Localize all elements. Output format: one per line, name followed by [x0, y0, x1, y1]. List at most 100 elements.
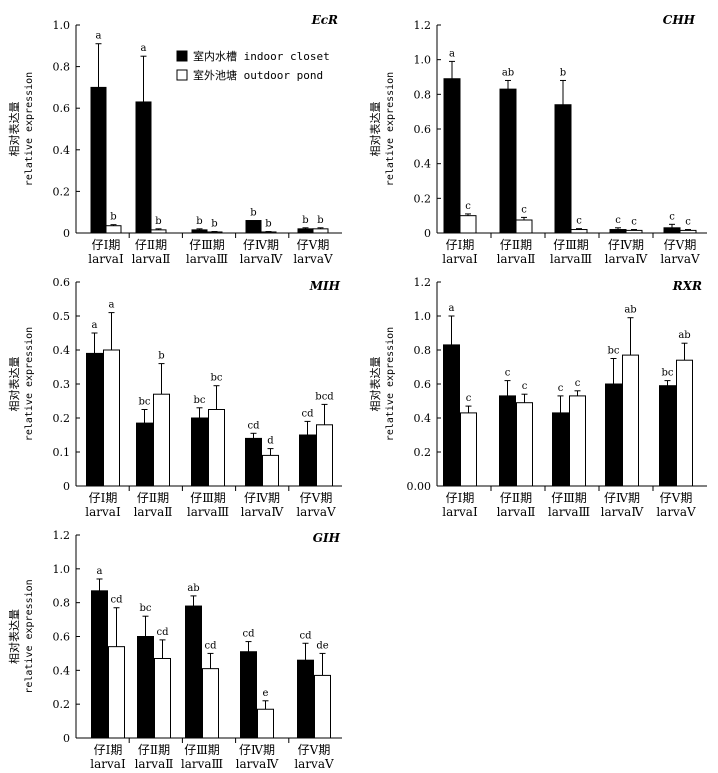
y-tick-label: 0.2: [53, 698, 71, 711]
bar-indoor: [443, 344, 460, 487]
y-axis-label-cn: 相对表达量: [7, 102, 21, 157]
bar-indoor: [245, 437, 262, 487]
category-label-en: larvaⅠ: [88, 252, 124, 266]
category-label-cn: 仔Ⅳ期: [243, 238, 279, 252]
significance-letter: c: [669, 211, 675, 222]
significance-letter: ab: [624, 305, 636, 316]
panel-GIH: 0 0.2 0.4 0.6 0.8 1.0 1.2 GIH 相对表达量 relative expr…: [7, 529, 342, 771]
bar-outdoor: [679, 229, 697, 234]
category-label-cn: 仔Ⅰ期: [94, 743, 123, 757]
category-label-cn: 仔Ⅱ期: [500, 491, 532, 505]
category-label-en: larvaⅠ: [442, 252, 478, 266]
bar-outdoor: [202, 668, 219, 739]
significance-letter: b: [211, 219, 217, 230]
significance-letter: c: [465, 201, 471, 212]
bar-outdoor: [316, 424, 333, 487]
significance-letter: cd: [156, 627, 169, 638]
category-label-cn: 仔Ⅴ期: [664, 238, 697, 252]
category-label-cn: 仔Ⅴ期: [660, 491, 693, 505]
bar-outdoor: [676, 359, 693, 487]
bar-indoor: [191, 229, 208, 234]
bar-indoor: [135, 101, 152, 234]
bar-outdoor: [262, 454, 279, 487]
category-label-en: larvaⅡ: [497, 505, 536, 519]
y-tick-label: 0.2: [414, 446, 432, 459]
significance-letter: b: [110, 212, 116, 223]
bar-indoor: [552, 412, 569, 487]
significance-letter: a: [97, 566, 103, 577]
significance-letter: bc: [193, 395, 205, 406]
y-tick-label: 0.2: [53, 185, 71, 198]
y-axis-label-en: relative expression: [24, 72, 35, 186]
category-label-en: larvaⅡ: [132, 252, 171, 266]
significance-letter: c: [521, 204, 527, 215]
significance-letter: cd: [204, 640, 217, 651]
significance-letter: a: [92, 320, 98, 331]
significance-letter: bc: [210, 373, 222, 384]
y-tick-label: 1.0: [414, 54, 432, 67]
category-label-cn: 仔Ⅰ期: [92, 238, 121, 252]
bar-outdoor: [206, 231, 223, 234]
significance-letter: cd: [110, 595, 123, 606]
significance-letter: b: [155, 216, 161, 227]
y-tick-label: 0.4: [53, 144, 71, 157]
category-label-en: larvaⅢ: [181, 757, 223, 771]
legend-swatch-indoor: [176, 50, 188, 62]
y-axis-label-cn: 相对表达量: [7, 609, 21, 664]
panel-title: CHH: [663, 13, 696, 27]
category-label-en: larvaⅣ: [605, 252, 649, 266]
y-tick-label: 0.8: [53, 61, 71, 74]
y-tick-label: 1.2: [53, 529, 71, 542]
y-axis-label-en: relative expression: [24, 327, 35, 441]
category-label-en: larvaⅤ: [296, 505, 336, 519]
category-label-cn: 仔Ⅲ期: [189, 238, 225, 252]
category-label-cn: 仔Ⅳ期: [239, 743, 275, 757]
category-label-en: larvaⅠ: [85, 505, 121, 519]
panel-title: MIH: [309, 279, 341, 293]
y-tick-label: 0.6: [53, 276, 71, 289]
y-tick-label: 0: [424, 227, 431, 240]
category-label-cn: 仔Ⅲ期: [553, 238, 589, 252]
y-tick-label: 0: [63, 480, 70, 493]
bar-indoor: [663, 227, 681, 234]
category-label-cn: 仔Ⅱ期: [135, 238, 167, 252]
category-label-cn: 仔Ⅱ期: [500, 238, 532, 252]
bar-outdoor: [622, 354, 639, 487]
significance-letter: c: [631, 217, 637, 228]
y-tick-label: 0: [63, 227, 70, 240]
significance-letter: bc: [139, 603, 151, 614]
category-label-en: larvaⅣ: [601, 505, 645, 519]
legend-label-indoor: 室内水槽 indoor closet: [193, 49, 330, 63]
category-label-cn: 仔Ⅳ期: [604, 491, 640, 505]
bar-indoor: [90, 86, 107, 234]
y-tick-label: 0.5: [53, 310, 71, 323]
bar-outdoor: [150, 229, 167, 234]
y-tick-label: 0.6: [53, 631, 71, 644]
significance-letter: c: [466, 393, 472, 404]
category-label-cn: 仔Ⅰ期: [446, 491, 475, 505]
panel-RXR: 0.00 0.2 0.4 0.6 0.8 1.0 1.2 RXR 相对表达量 relative e…: [368, 276, 707, 519]
y-tick-label: 0.6: [414, 123, 432, 136]
bar-indoor: [240, 651, 257, 739]
bar-indoor: [86, 352, 103, 487]
y-tick-label: 0.6: [53, 102, 71, 115]
category-label-en: larvaⅤ: [660, 252, 700, 266]
bar-outdoor: [515, 219, 533, 234]
y-tick-label: 0.4: [414, 412, 432, 425]
panel-title: GIH: [313, 531, 341, 545]
significance-letter: ab: [187, 583, 199, 594]
y-tick-label: 0.2: [53, 412, 71, 425]
significance-letter: a: [141, 43, 147, 54]
significance-letter: bc: [661, 368, 673, 379]
category-label-en: larvaⅢ: [548, 505, 590, 519]
category-label-en: larvaⅢ: [187, 505, 229, 519]
significance-letter: bc: [138, 397, 150, 408]
significance-letter: bc: [607, 346, 619, 357]
significance-letter: b: [158, 351, 164, 362]
bar-outdoor: [208, 409, 225, 487]
category-label-en: larvaⅣ: [241, 505, 285, 519]
bar-outdoor: [312, 228, 329, 234]
category-label-en: larvaⅡ: [135, 757, 174, 771]
significance-letter: c: [685, 217, 691, 228]
panel-title: EcR: [311, 13, 338, 27]
